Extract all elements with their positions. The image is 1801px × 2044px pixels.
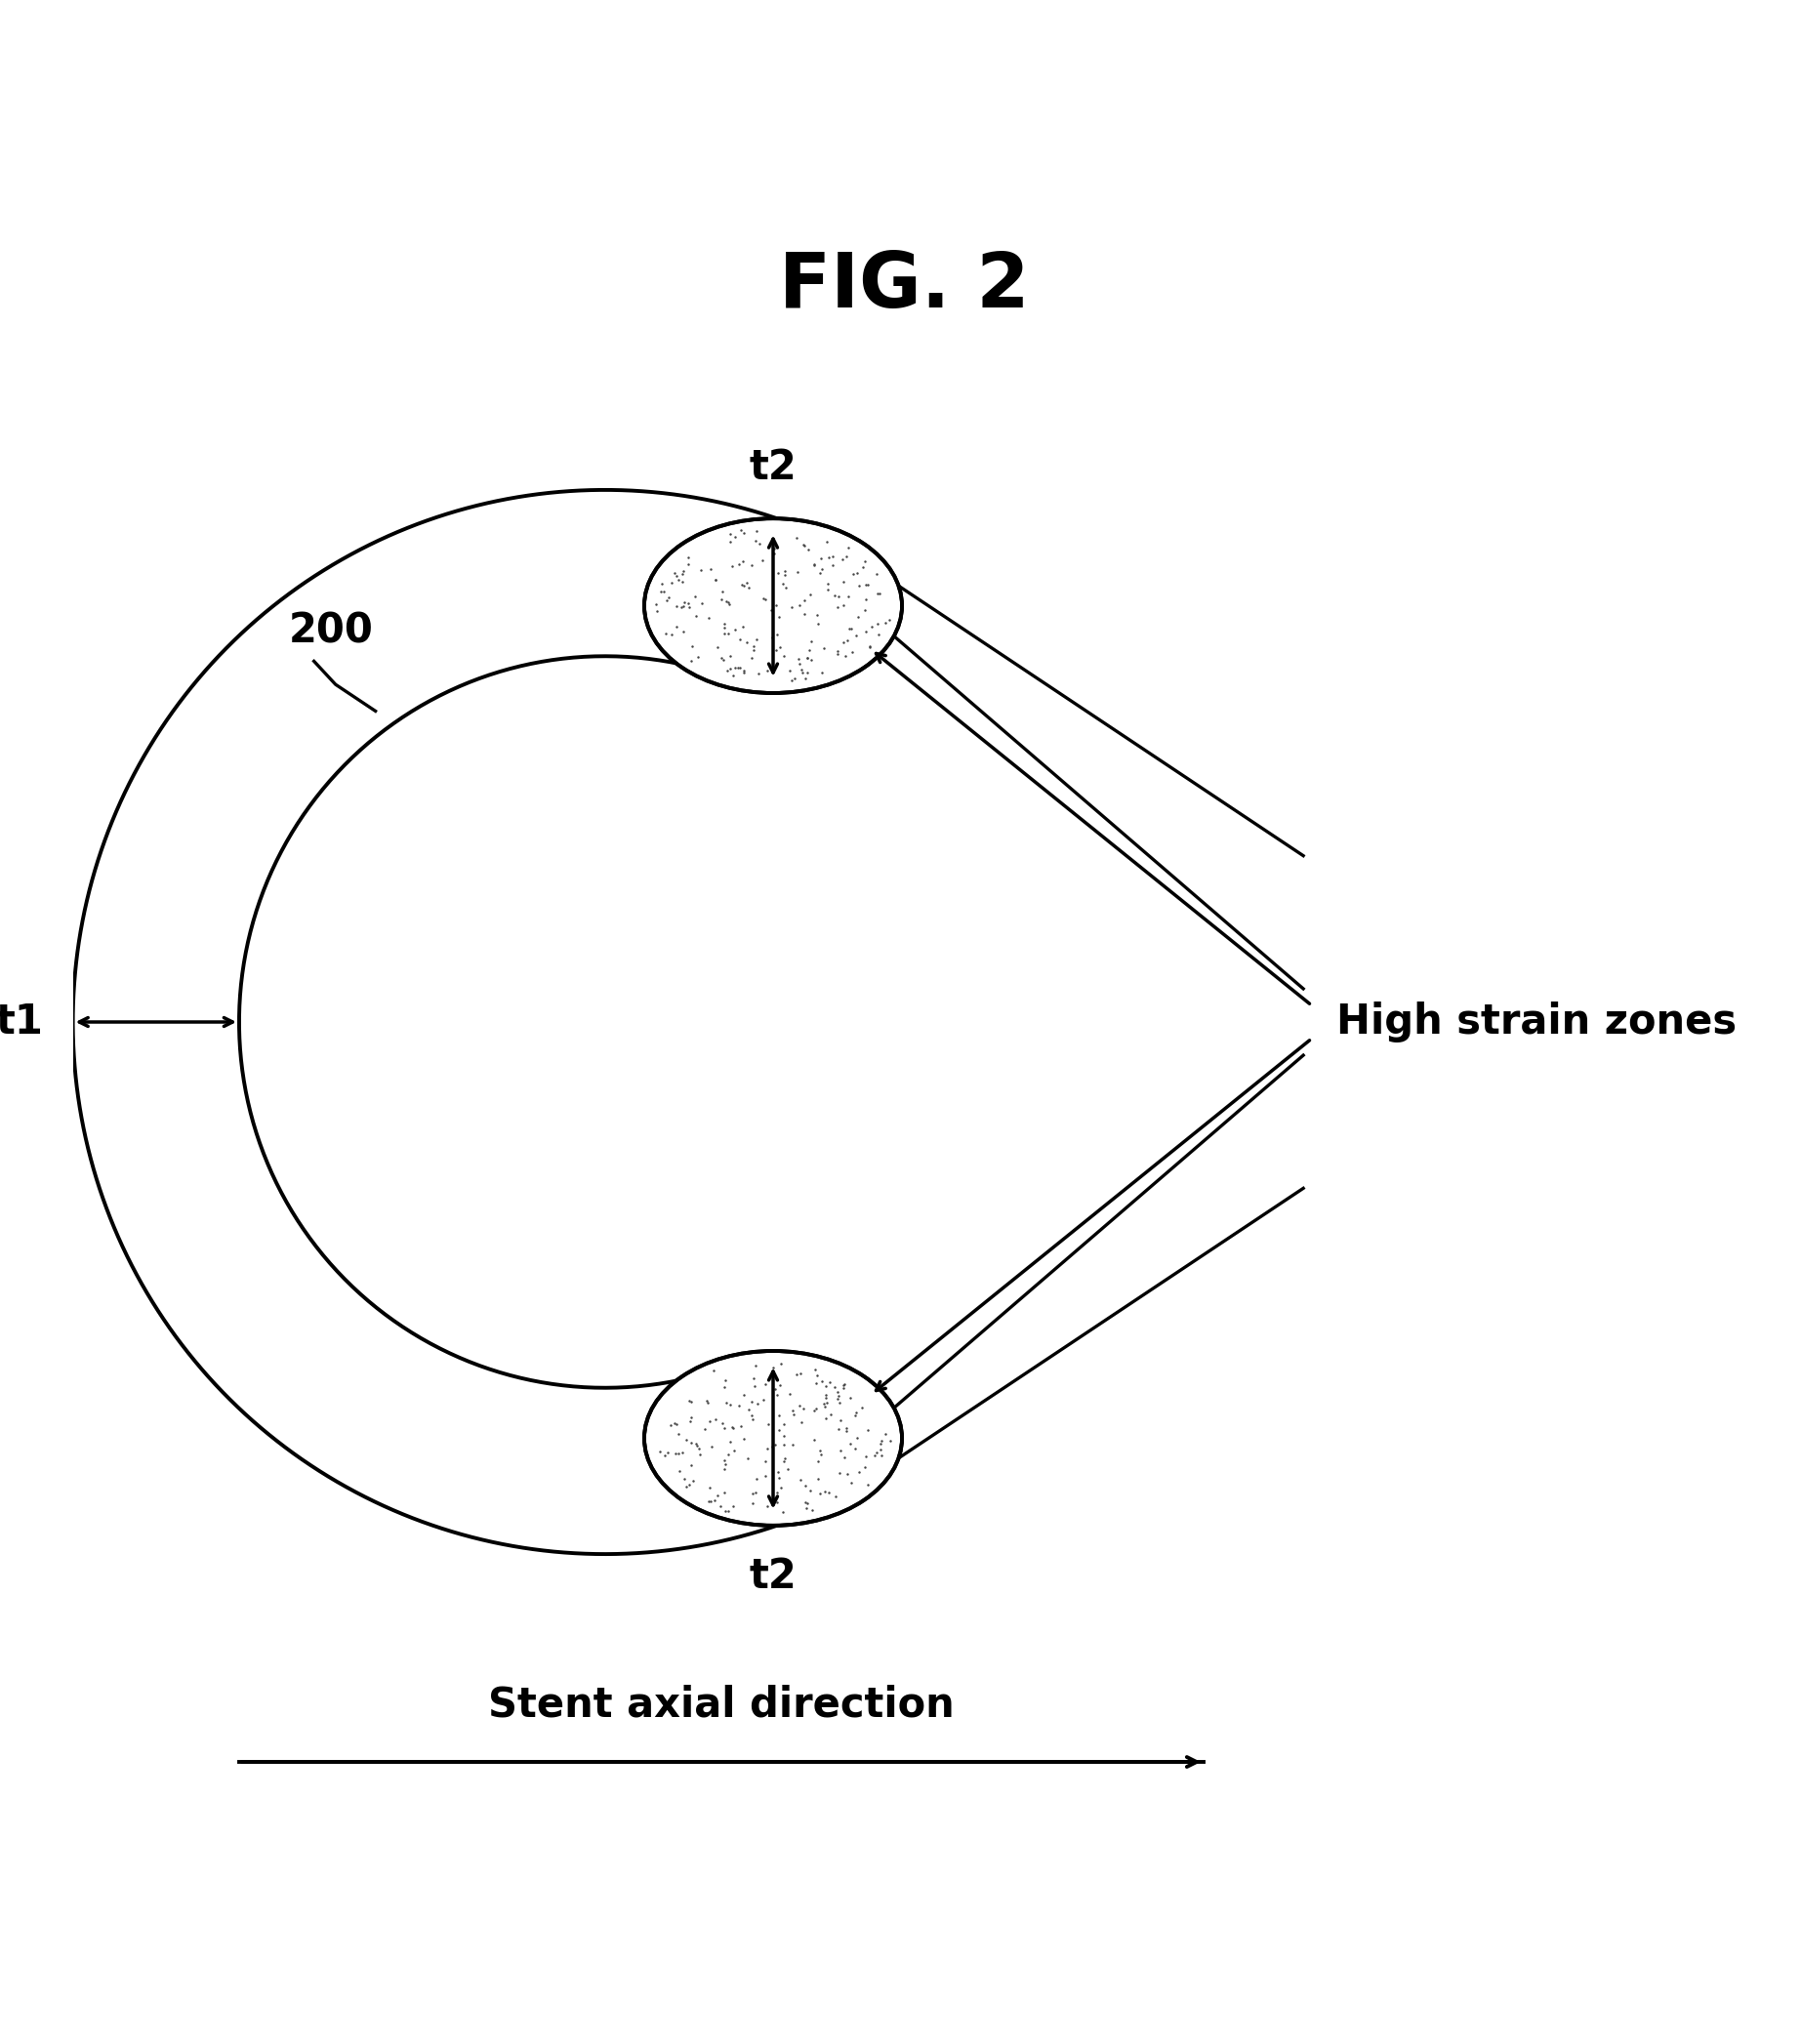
Text: FIG. 2: FIG. 2 bbox=[780, 249, 1030, 323]
Text: High strain zones: High strain zones bbox=[1336, 1002, 1736, 1042]
Text: t2: t2 bbox=[749, 448, 796, 489]
Text: t1: t1 bbox=[0, 1002, 43, 1042]
Text: 200: 200 bbox=[288, 611, 375, 652]
Text: t2: t2 bbox=[749, 1555, 796, 1596]
Ellipse shape bbox=[645, 1351, 902, 1525]
Text: Stent axial direction: Stent axial direction bbox=[488, 1684, 955, 1725]
Ellipse shape bbox=[645, 519, 902, 693]
